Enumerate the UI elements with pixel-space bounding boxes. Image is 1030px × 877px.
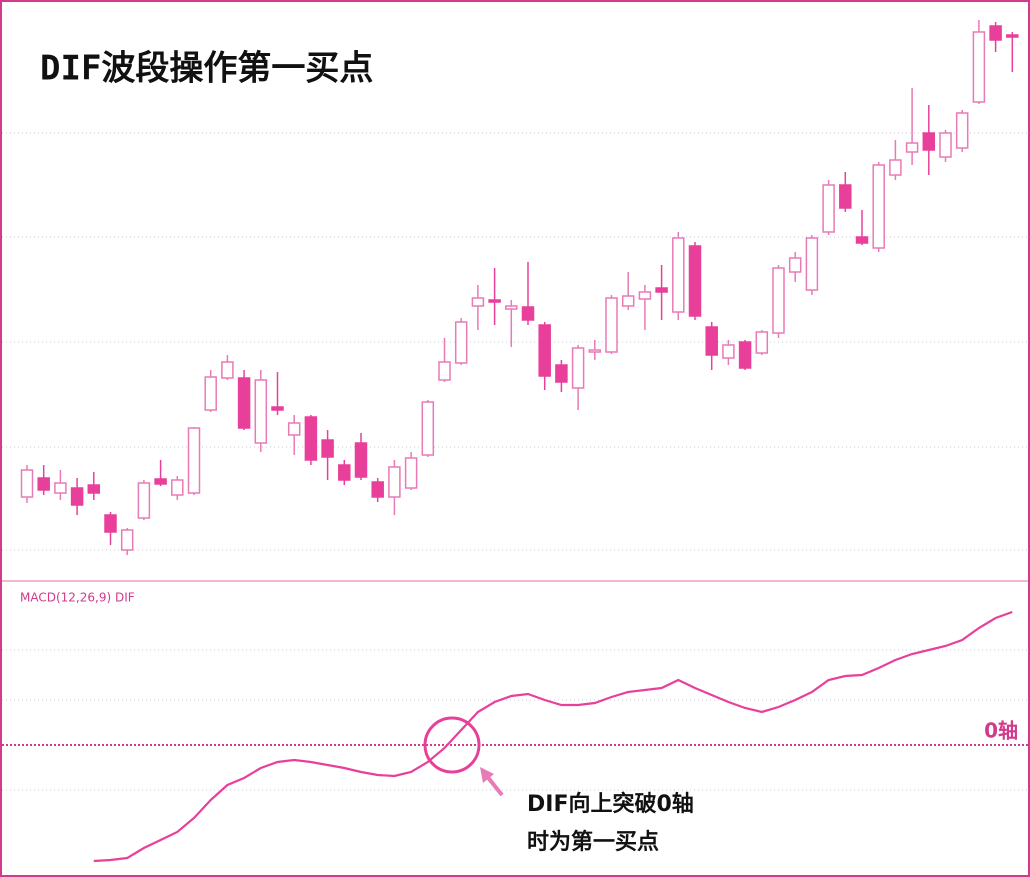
candle-body [338, 464, 351, 481]
candle-body [271, 406, 284, 411]
candle-body [154, 478, 167, 485]
candle-body [438, 361, 451, 381]
candle-body [538, 324, 551, 377]
candle-body [20, 469, 34, 498]
candle-body [655, 287, 668, 293]
candle-body [321, 439, 334, 458]
candle-body [454, 321, 468, 364]
candle-body [505, 305, 518, 310]
candle-body [488, 299, 501, 303]
candle-body [805, 237, 819, 291]
indicator-label: MACD(12,26,9) DIF [20, 591, 135, 605]
candle-body [237, 377, 251, 429]
chart-title: DIF波段操作第一买点 [40, 49, 373, 89]
candle-body [955, 112, 969, 149]
dif-line [93, 610, 1013, 863]
candle-body [54, 482, 67, 494]
candle-body [755, 331, 769, 354]
candle-body [404, 457, 418, 489]
candle-body [187, 427, 201, 494]
candle-body [388, 466, 401, 498]
candle-body [905, 142, 919, 153]
candle-body [705, 326, 718, 356]
candle-body [839, 184, 852, 209]
candle-body [70, 487, 84, 506]
candle-body [989, 25, 1002, 41]
candle-body [354, 442, 368, 478]
candle-body [171, 479, 184, 496]
candle-body [822, 184, 835, 233]
highlight-circle [423, 716, 481, 774]
candle-body [421, 401, 435, 456]
annotation: 时为第一买点 [527, 829, 659, 855]
candle-body [254, 379, 268, 444]
zero-axis-label: 0轴 [984, 719, 1018, 743]
candle-body [889, 159, 902, 176]
candle-body [722, 344, 735, 359]
candle-body [788, 257, 802, 273]
candle-body [672, 237, 685, 313]
candle-body [104, 514, 117, 533]
candle-body [638, 291, 652, 300]
candle-body [855, 236, 869, 244]
candle-body [221, 361, 234, 379]
candle-body [304, 416, 318, 461]
candle-body [872, 164, 885, 249]
candle-body [204, 376, 217, 411]
annotation: DIF向上突破0轴 [527, 791, 694, 817]
candle-body [621, 295, 635, 307]
candle-body [972, 31, 986, 103]
candle-body [1006, 34, 1019, 38]
candle-body [772, 267, 785, 334]
candle-body [37, 477, 50, 491]
candle-body [120, 529, 134, 551]
candle-body [471, 297, 485, 307]
arrow-head [480, 767, 494, 783]
candle-body [738, 341, 752, 369]
candle-body [287, 422, 301, 436]
candle-body [371, 481, 384, 498]
candle-body [87, 484, 101, 494]
candle-body [521, 306, 535, 321]
candle-body [605, 297, 618, 353]
candle-body [922, 132, 936, 151]
candle-body [137, 482, 151, 519]
candle-body [588, 349, 602, 353]
candle-body [571, 347, 585, 389]
candle-body [555, 364, 568, 383]
candle-body [688, 245, 702, 317]
candle-body [939, 132, 952, 158]
